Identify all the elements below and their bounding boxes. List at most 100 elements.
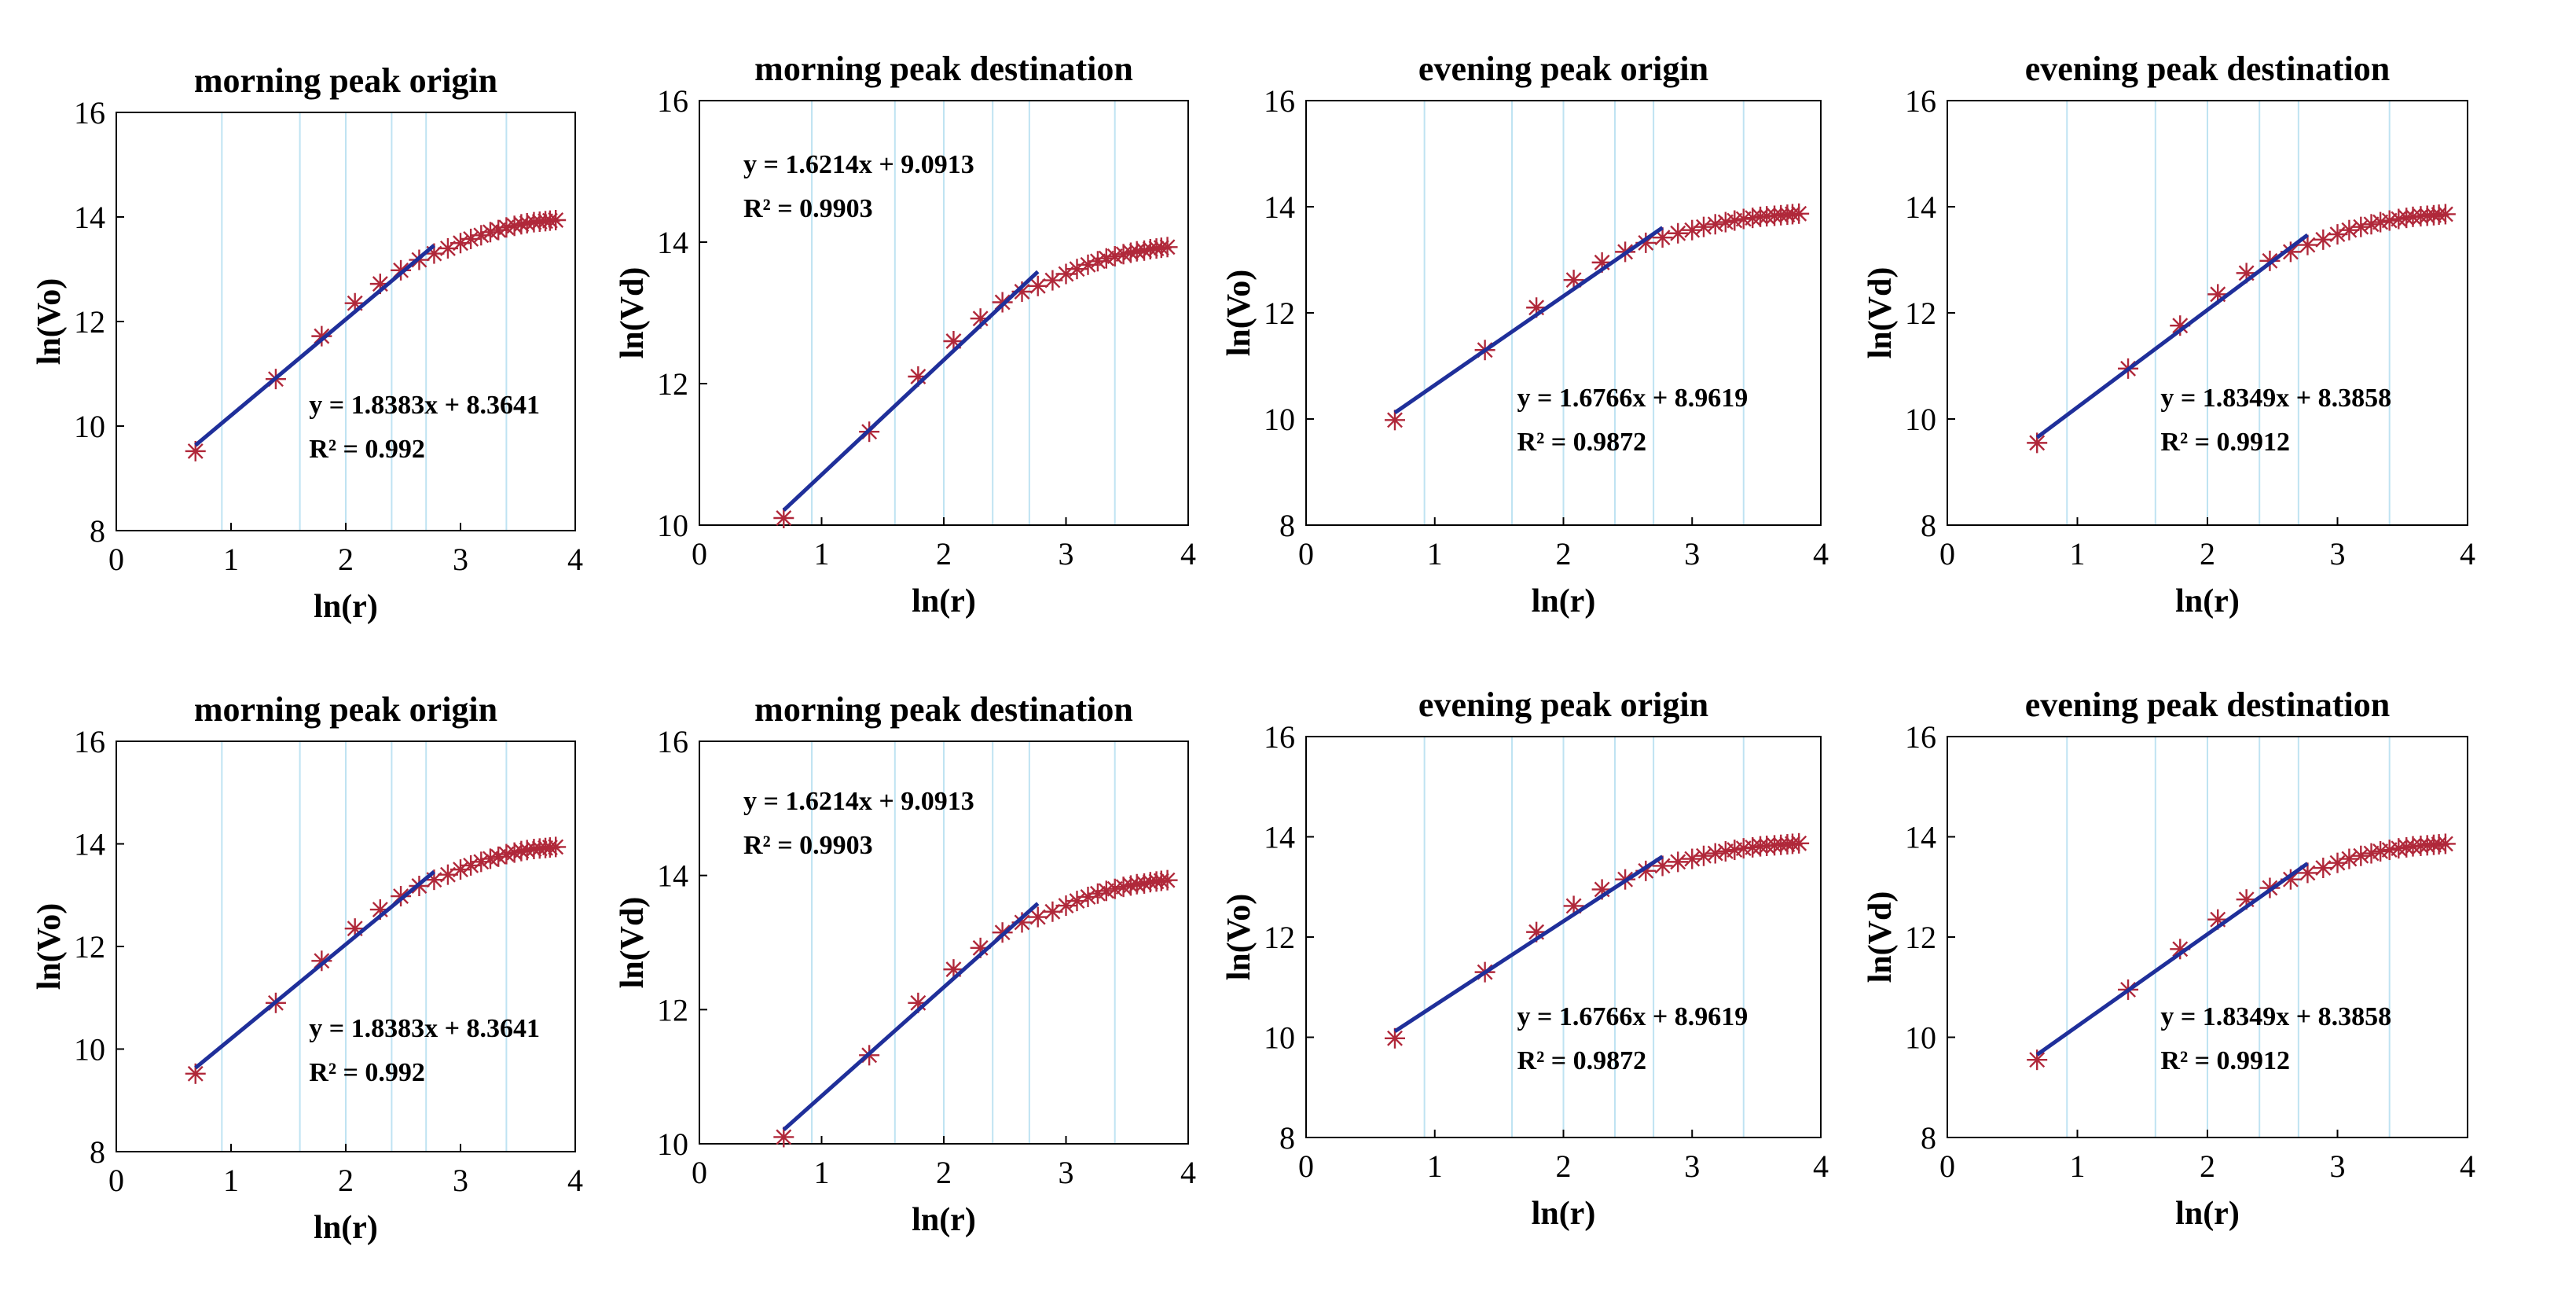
data-point bbox=[2313, 858, 2334, 879]
marker-stroke bbox=[548, 212, 564, 228]
marker-stroke bbox=[1565, 272, 1582, 289]
marker-stroke bbox=[1159, 239, 1176, 255]
fit-equation: y = 1.6766x + 8.9619 bbox=[1517, 384, 1749, 413]
x-tick-label: 3 bbox=[1059, 1155, 1074, 1190]
marker-stroke bbox=[2210, 911, 2226, 928]
data-point bbox=[773, 508, 794, 528]
marker-stroke bbox=[1014, 914, 1030, 931]
fit-line bbox=[194, 870, 436, 1070]
x-tick-label: 0 bbox=[108, 1163, 124, 1198]
y-axis-label: ln(Vd) bbox=[1862, 891, 1899, 983]
x-tick-label: 1 bbox=[1427, 536, 1443, 571]
fit-line bbox=[194, 244, 436, 447]
y-tick-label: 8 bbox=[90, 1134, 105, 1170]
data-point bbox=[471, 851, 492, 873]
y-tick-label: 16 bbox=[1264, 719, 1295, 755]
data-point bbox=[1384, 410, 1405, 431]
x-tick-label: 4 bbox=[1180, 1155, 1196, 1190]
y-tick-label: 14 bbox=[1905, 189, 1936, 225]
fit-r-squared: R² = 0.9912 bbox=[2160, 428, 2290, 457]
y-tick-label: 8 bbox=[1921, 508, 1936, 543]
y-tick-label: 10 bbox=[74, 409, 105, 444]
data-point bbox=[1087, 251, 1108, 272]
y-tick-label: 14 bbox=[657, 858, 688, 894]
x-axis-label: ln(r) bbox=[2175, 583, 2240, 619]
marker-stroke bbox=[463, 230, 479, 247]
marker-stroke bbox=[1528, 300, 1545, 316]
x-tick-label: 2 bbox=[2200, 536, 2215, 571]
x-tick-label: 3 bbox=[453, 1163, 468, 1198]
x-axis-label: ln(r) bbox=[314, 1210, 378, 1246]
y-tick-label: 14 bbox=[1905, 820, 1936, 855]
marker-stroke bbox=[548, 839, 564, 855]
x-tick-label: 4 bbox=[2460, 536, 2475, 571]
x-tick-label: 2 bbox=[936, 536, 952, 571]
data-point bbox=[773, 1126, 794, 1148]
y-tick-label: 12 bbox=[74, 929, 105, 965]
fit-line bbox=[782, 902, 1040, 1131]
data-point bbox=[1704, 214, 1726, 235]
y-axis-label: ln(Vd) bbox=[615, 897, 651, 989]
y-tick-label: 8 bbox=[1279, 508, 1295, 543]
y-tick-label: 12 bbox=[1905, 296, 1936, 331]
y-axis-label: ln(Vo) bbox=[31, 278, 68, 365]
marker-stroke bbox=[945, 333, 962, 349]
marker-stroke bbox=[910, 994, 927, 1011]
y-tick-label: 12 bbox=[74, 304, 105, 340]
marker-stroke bbox=[314, 328, 330, 344]
data-point bbox=[1384, 1027, 1405, 1049]
data-point bbox=[1157, 237, 1178, 258]
y-axis-label: ln(Vo) bbox=[31, 903, 68, 990]
marker-stroke bbox=[1080, 256, 1096, 273]
marker-stroke bbox=[519, 215, 535, 231]
marker-stroke bbox=[2341, 851, 2358, 867]
marker-stroke bbox=[1696, 219, 1712, 235]
fit-r-squared: R² = 0.9912 bbox=[2160, 1046, 2290, 1075]
y-tick-label: 16 bbox=[1905, 719, 1936, 755]
fit-equation: y = 1.8383x + 8.3641 bbox=[309, 391, 540, 420]
marker-stroke bbox=[2238, 891, 2255, 908]
data-point bbox=[1157, 869, 1178, 891]
marker-stroke bbox=[972, 311, 989, 327]
x-tick-label: 4 bbox=[1813, 1149, 1829, 1184]
fit-equation: y = 1.6214x + 9.0913 bbox=[743, 787, 974, 816]
marker-stroke bbox=[1696, 847, 1712, 864]
data-point bbox=[1682, 848, 1703, 869]
x-axis-label: ln(r) bbox=[1532, 583, 1596, 619]
data-point bbox=[461, 854, 482, 876]
y-tick-label: 10 bbox=[1905, 402, 1936, 437]
data-point bbox=[488, 846, 509, 867]
data-point bbox=[2313, 229, 2334, 250]
x-tick-label: 4 bbox=[1180, 536, 1196, 571]
y-tick-label: 14 bbox=[74, 200, 105, 235]
marker-stroke bbox=[972, 939, 989, 956]
y-tick-label: 8 bbox=[90, 513, 105, 549]
y-tick-label: 14 bbox=[1264, 820, 1295, 855]
x-tick-label: 4 bbox=[567, 1163, 583, 1198]
x-tick-label: 1 bbox=[2070, 536, 2086, 571]
x-tick-label: 0 bbox=[108, 542, 124, 577]
y-tick-label: 12 bbox=[1264, 296, 1295, 331]
x-axis-label: ln(r) bbox=[314, 589, 378, 625]
y-tick-label: 10 bbox=[657, 1126, 688, 1162]
marker-stroke bbox=[1791, 205, 1807, 222]
data-point bbox=[1077, 886, 1099, 907]
chart-title: morning peak destination bbox=[754, 50, 1133, 88]
marker-stroke bbox=[776, 510, 792, 526]
data-point bbox=[545, 836, 567, 858]
marker-stroke bbox=[347, 921, 363, 937]
marker-stroke bbox=[2437, 206, 2453, 222]
data-point bbox=[185, 440, 206, 461]
x-tick-label: 3 bbox=[1684, 536, 1700, 571]
x-tick-label: 2 bbox=[338, 1163, 354, 1198]
chart-title: evening peak origin bbox=[1418, 685, 1708, 724]
data-point bbox=[1789, 203, 1810, 224]
data-point bbox=[1789, 832, 1810, 854]
marker-stroke bbox=[513, 216, 530, 233]
marker-stroke bbox=[2299, 865, 2316, 881]
x-axis-label: ln(r) bbox=[2175, 1196, 2240, 1232]
data-point bbox=[2339, 848, 2360, 869]
